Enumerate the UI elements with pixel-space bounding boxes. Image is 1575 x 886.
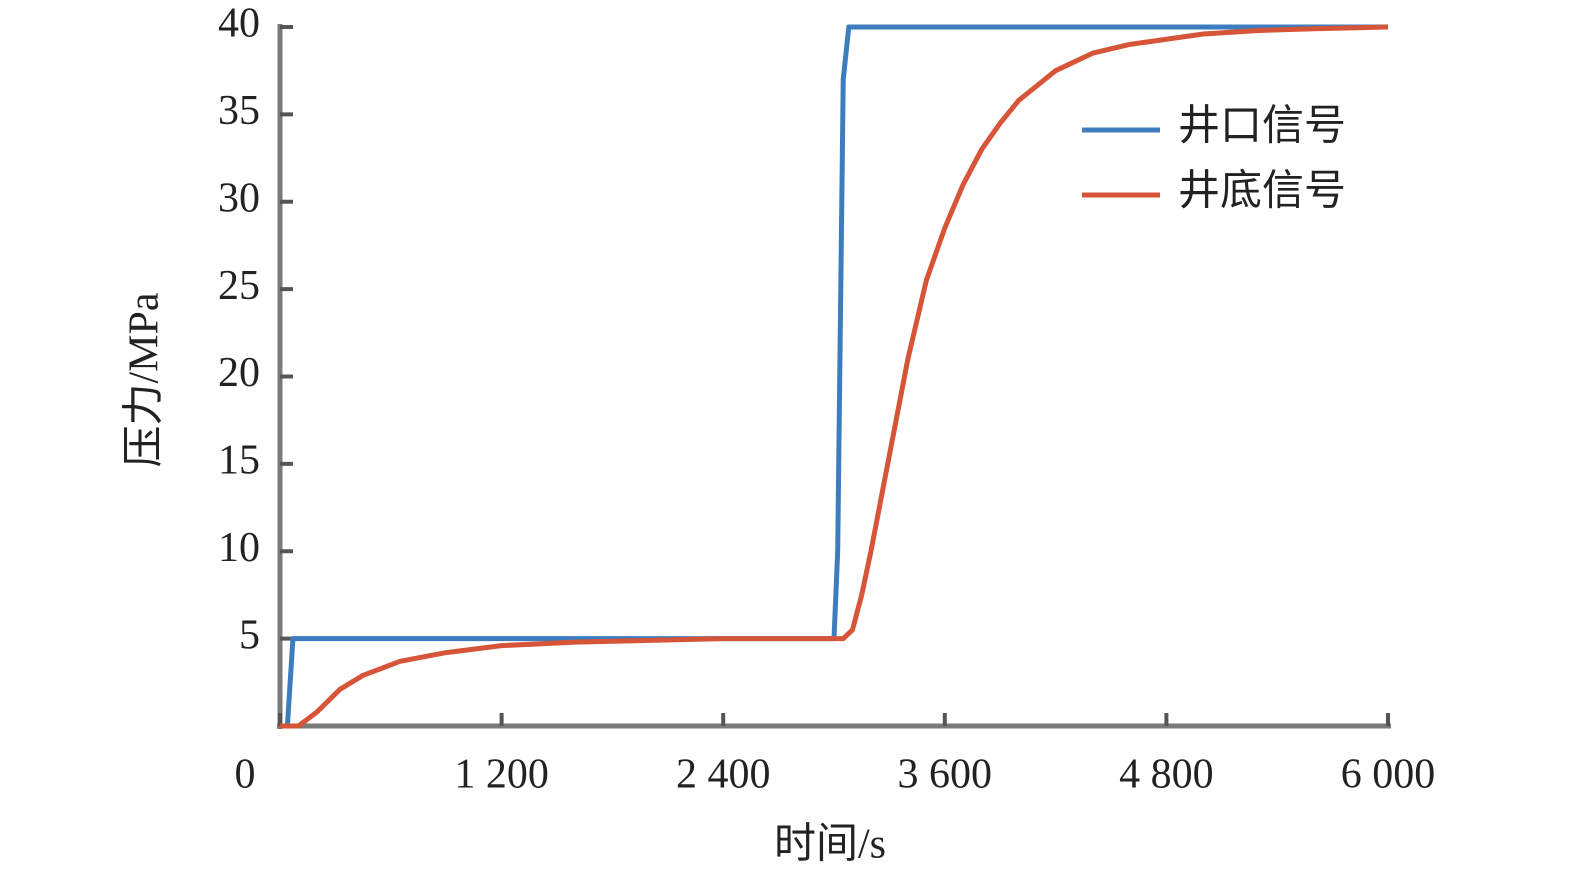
y-tick-label: 5 xyxy=(239,612,260,658)
y-tick-label: 25 xyxy=(218,263,260,309)
y-tick-label: 35 xyxy=(218,88,260,134)
y-axis-label: 压力/MPa xyxy=(122,292,168,467)
x-tick-label: 0 xyxy=(235,752,256,798)
x-axis-label: 时间/s xyxy=(774,822,886,868)
series-line xyxy=(280,24,1388,729)
y-tick-label: 30 xyxy=(218,175,260,221)
y-tick-label: 40 xyxy=(218,1,260,47)
series-line xyxy=(280,24,1389,729)
y-tick-label: 10 xyxy=(218,525,260,571)
x-tick-label: 1 200 xyxy=(454,752,549,798)
legend-label: 井口信号 xyxy=(1178,104,1346,150)
legend-label: 井底信号 xyxy=(1178,169,1346,215)
y-tick-label: 20 xyxy=(218,350,260,396)
x-tick-label: 2 400 xyxy=(676,752,771,798)
x-tick-label: 3 600 xyxy=(898,752,993,798)
x-tick-label: 6 000 xyxy=(1341,752,1436,798)
y-tick-label: 15 xyxy=(218,438,260,484)
x-tick-label: 4 800 xyxy=(1119,752,1214,798)
